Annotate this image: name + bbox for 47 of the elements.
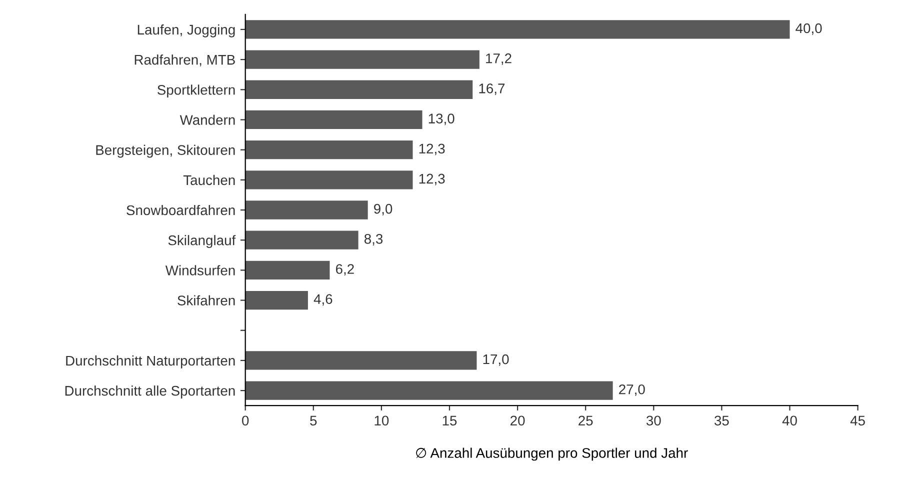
y-tick-label: Radfahren, MTB [134, 54, 235, 66]
data-label: 9,0 [374, 204, 392, 216]
y-tick-label: Sportklettern [158, 84, 235, 98]
y-tick-label: Laufen, Jogging [138, 24, 235, 38]
y-tick-label: Windsurfen [165, 265, 235, 276]
bar [245, 170, 413, 190]
data-label: 4,6 [314, 294, 332, 306]
x-tick-label: 0 [242, 416, 249, 426]
bar [245, 290, 308, 310]
y-tick-label: Tauchen [183, 174, 235, 186]
data-label: 17,0 [483, 354, 509, 366]
x-tick-label: 20 [510, 416, 525, 426]
data-label: 12,3 [419, 144, 445, 156]
data-label: 40,0 [796, 23, 822, 35]
bar [245, 381, 613, 400]
data-label: 27,0 [619, 384, 645, 396]
bar [245, 140, 413, 160]
y-tick-label: Snowboardfahren [126, 204, 235, 216]
data-label: 6,2 [336, 264, 354, 276]
x-tick-label: 35 [714, 416, 729, 426]
y-tick-label: Durchschnitt Naturportarten [66, 355, 235, 368]
bar [245, 80, 473, 99]
x-tick-label: 30 [646, 416, 661, 426]
data-label: 13,0 [428, 114, 454, 126]
bar [245, 230, 358, 250]
bar [245, 351, 477, 370]
bar [245, 200, 368, 220]
data-label: 16,7 [479, 84, 505, 95]
x-tick-label: 40 [782, 416, 797, 426]
y-tick-label: Wandern [180, 114, 235, 125]
bar [245, 50, 480, 69]
bar [245, 110, 422, 130]
x-tick-label: 25 [578, 416, 593, 426]
y-tick-label: Durchschnitt alle Sportarten [65, 386, 235, 398]
x-tick-label: 45 [850, 416, 865, 426]
data-label: 17,2 [486, 53, 512, 65]
x-tick-label: 5 [310, 416, 317, 426]
x-tick-label: 10 [374, 416, 389, 426]
x-tick-label: 15 [442, 416, 457, 426]
y-tick-label: Skifahren [178, 295, 235, 306]
bar [245, 260, 330, 280]
data-label: 12,3 [419, 174, 445, 186]
bar [245, 20, 790, 39]
data-label: 8,3 [364, 234, 383, 246]
y-tick-label: Skilanglauf [168, 235, 236, 248]
x-axis-title: ∅ Anzahl Ausübungen pro Sportler und Jahr [416, 448, 688, 461]
y-tick-label: Bergsteigen, Skitouren [96, 144, 235, 158]
